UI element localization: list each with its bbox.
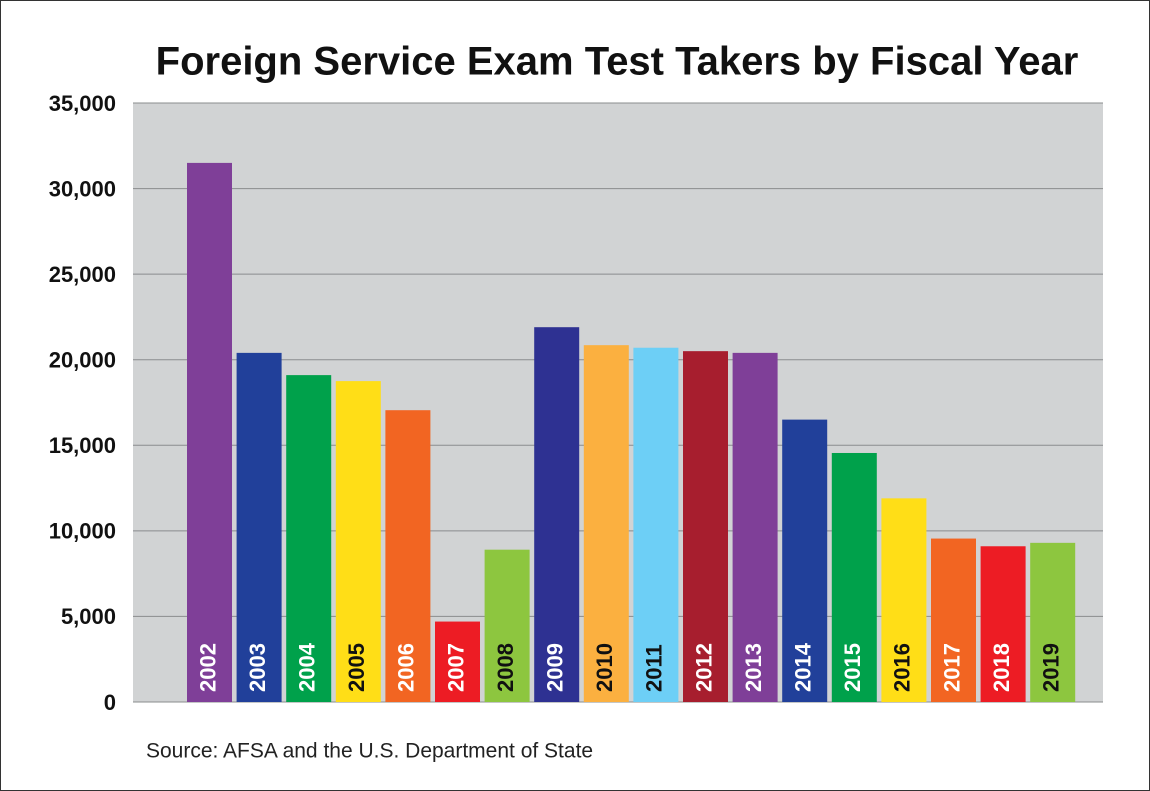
chart-title: Foreign Service Exam Test Takers by Fisc…: [156, 40, 1079, 84]
x-tick-label: 2012: [691, 643, 716, 692]
bar: [931, 538, 976, 702]
bar: [187, 162, 232, 702]
source-note: Source: AFSA and the U.S. Department of …: [146, 740, 593, 763]
y-tick-label: 35,000: [49, 91, 116, 116]
bar: [484, 549, 530, 702]
y-tick-label: 30,000: [49, 176, 116, 201]
bar: [435, 621, 480, 702]
bar: [385, 410, 431, 702]
x-tick-label: 2002: [195, 643, 220, 692]
y-tick-label: 20,000: [49, 348, 116, 373]
x-tick-label: 2019: [1039, 643, 1064, 692]
bar: [980, 546, 1026, 702]
bar: [831, 452, 877, 702]
x-tick-label: 2018: [989, 643, 1014, 692]
x-tick-label: 2017: [939, 643, 964, 692]
bar: [1030, 542, 1076, 702]
y-tick-label: 0: [104, 690, 116, 715]
x-tick-label: 2004: [295, 642, 320, 692]
y-tick-label: 25,000: [49, 262, 116, 287]
bar: [286, 375, 332, 702]
bar: [534, 327, 580, 702]
x-tick-label: 2010: [592, 643, 617, 692]
x-tick-label: 2016: [890, 643, 915, 692]
y-tick-label: 5,000: [61, 604, 116, 629]
bar: [633, 347, 679, 702]
x-tick-label: 2013: [741, 643, 766, 692]
x-tick-label: 2008: [493, 643, 518, 692]
x-tick-label: 2009: [543, 643, 568, 692]
bar: [881, 498, 927, 702]
x-tick-label: 2007: [443, 643, 468, 692]
bar: [236, 352, 282, 702]
bar: [732, 352, 778, 702]
x-tick-label: 2003: [245, 643, 270, 692]
x-tick-label: 2005: [344, 643, 369, 692]
x-tick-label: 2006: [394, 643, 419, 692]
x-tick-label: 2014: [791, 642, 816, 692]
y-tick-label: 15,000: [49, 433, 116, 458]
y-tick-label: 10,000: [49, 519, 116, 544]
bar: [782, 419, 828, 702]
bar: [335, 381, 381, 702]
bar: [583, 345, 629, 702]
x-tick-label: 2015: [840, 643, 865, 692]
bar: [683, 351, 728, 702]
x-tick-label: 2011: [642, 644, 667, 692]
